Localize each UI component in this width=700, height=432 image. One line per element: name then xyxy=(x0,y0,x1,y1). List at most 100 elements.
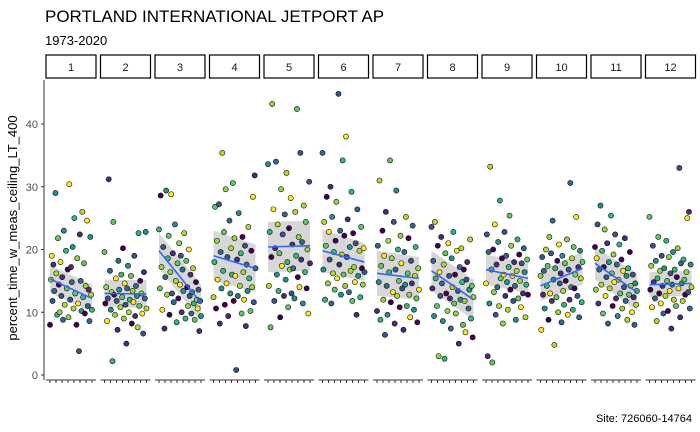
data-point xyxy=(661,265,668,272)
data-point xyxy=(190,300,197,307)
data-point xyxy=(683,269,690,275)
data-point xyxy=(239,234,246,240)
data-point xyxy=(431,313,437,319)
data-point xyxy=(169,290,175,297)
data-point xyxy=(355,272,362,279)
data-point xyxy=(621,284,627,291)
data-point xyxy=(545,316,552,323)
data-point xyxy=(298,256,305,263)
data-point xyxy=(77,277,84,284)
data-point xyxy=(321,218,328,225)
data-point xyxy=(537,272,544,279)
data-point xyxy=(614,313,621,319)
data-point xyxy=(483,280,489,287)
data-point xyxy=(302,269,308,275)
data-point xyxy=(70,305,77,312)
data-point xyxy=(325,280,331,287)
data-point xyxy=(603,274,610,281)
data-point xyxy=(61,301,68,308)
data-point xyxy=(571,285,578,292)
data-point xyxy=(605,320,611,327)
data-point xyxy=(170,299,177,306)
data-point xyxy=(248,247,255,254)
data-point xyxy=(622,298,629,304)
data-point xyxy=(284,259,291,265)
data-point xyxy=(521,269,528,275)
data-point xyxy=(242,323,249,329)
data-point xyxy=(430,257,437,264)
data-point xyxy=(352,240,359,247)
data-point xyxy=(165,232,172,239)
data-point xyxy=(274,221,281,228)
data-point xyxy=(435,353,442,360)
data-point xyxy=(670,249,676,255)
data-point xyxy=(441,355,448,362)
data-point xyxy=(455,340,462,347)
data-point xyxy=(462,329,469,336)
data-point xyxy=(503,252,510,259)
facet-panel-1: 1 xyxy=(45,54,97,383)
data-point xyxy=(546,234,553,240)
data-point xyxy=(467,236,474,243)
data-point xyxy=(469,334,476,341)
data-point xyxy=(194,305,201,312)
y-tick-label: 40 xyxy=(26,119,38,131)
data-point xyxy=(299,300,306,307)
data-point xyxy=(334,275,341,282)
data-point xyxy=(565,266,572,273)
data-point xyxy=(191,316,198,323)
data-point xyxy=(444,308,451,314)
data-point xyxy=(234,293,241,299)
data-point xyxy=(396,304,403,311)
facet-strip-label: 3 xyxy=(177,62,183,74)
data-point xyxy=(139,310,146,317)
data-point xyxy=(293,252,300,259)
trend-line xyxy=(540,267,583,287)
data-point xyxy=(605,259,612,265)
data-point xyxy=(382,208,389,215)
data-point xyxy=(102,300,109,307)
data-point xyxy=(175,295,182,302)
data-point xyxy=(560,288,567,294)
data-point xyxy=(222,186,229,193)
data-point xyxy=(548,250,554,257)
data-point xyxy=(307,260,313,267)
data-point xyxy=(319,149,326,156)
data-point xyxy=(185,303,191,309)
data-point xyxy=(452,310,459,317)
data-point xyxy=(554,257,561,264)
data-point xyxy=(291,295,298,302)
data-point xyxy=(265,282,272,289)
data-point xyxy=(117,304,124,311)
data-point xyxy=(84,217,90,224)
facet-panel-12: 12 xyxy=(644,54,697,383)
facet-strip-label: 1 xyxy=(68,62,74,74)
data-point xyxy=(391,320,398,327)
data-point xyxy=(397,232,404,239)
data-point xyxy=(569,255,575,262)
trend-line xyxy=(485,268,529,280)
data-point xyxy=(107,306,114,313)
trend-line xyxy=(322,249,365,263)
data-point xyxy=(561,301,567,308)
data-point xyxy=(349,298,356,304)
data-point xyxy=(351,279,358,286)
data-point xyxy=(518,260,525,267)
data-point xyxy=(578,299,585,306)
data-point xyxy=(49,298,56,304)
data-point xyxy=(66,181,73,188)
data-point xyxy=(656,290,663,297)
data-point xyxy=(237,250,244,257)
data-point xyxy=(405,235,412,242)
data-point xyxy=(674,245,681,252)
data-point xyxy=(629,309,635,316)
data-point xyxy=(382,331,388,338)
data-point xyxy=(387,157,393,164)
data-point xyxy=(658,252,665,259)
data-point xyxy=(612,231,619,238)
data-point xyxy=(673,274,680,281)
data-point xyxy=(320,266,327,273)
data-point xyxy=(544,262,551,269)
data-point xyxy=(684,215,691,222)
data-point xyxy=(241,296,248,303)
